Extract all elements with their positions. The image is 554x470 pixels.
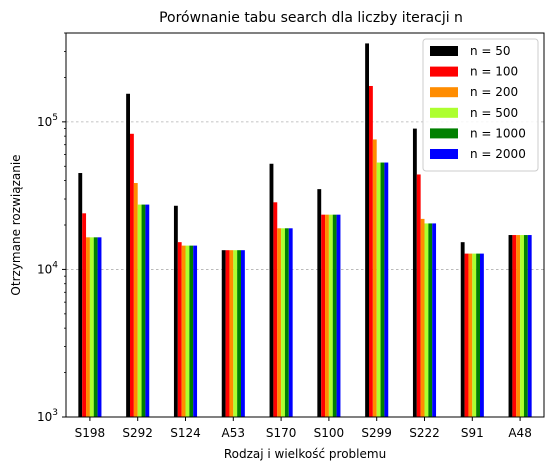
bar [126, 93, 130, 418]
bar [376, 162, 381, 417]
x-tick-label: S222 [409, 426, 440, 440]
bar [336, 214, 341, 417]
bar [460, 242, 465, 417]
y-tick-label: 105 [37, 113, 58, 129]
x-tick-label: S292 [122, 426, 153, 440]
x-tick-label: S170 [266, 426, 297, 440]
y-axis-label: Otrzymane rozwiązanie [9, 154, 23, 295]
bar [221, 250, 226, 417]
bar [229, 250, 234, 417]
x-tick-label: A48 [508, 426, 531, 440]
bar [137, 204, 142, 417]
legend-swatch [430, 66, 458, 77]
bar [97, 237, 102, 417]
y-tick-label-exponent: 3 [52, 408, 58, 418]
x-tick-label: S124 [170, 426, 201, 440]
bar [420, 218, 425, 417]
y-tick-label-base: 10 [37, 115, 52, 129]
bar [185, 245, 190, 417]
legend-label: n = 50 [470, 44, 511, 58]
bar [384, 162, 389, 417]
y-tick-label-base: 10 [37, 410, 52, 424]
chart-title: Porównanie tabu search dla liczby iterac… [159, 10, 463, 26]
bar [480, 253, 484, 417]
bar [512, 235, 517, 417]
bar [177, 242, 182, 417]
y-tick-label-exponent: 4 [52, 260, 58, 270]
bar [321, 214, 326, 417]
bar [277, 228, 282, 417]
y-tick-label-exponent: 5 [52, 113, 58, 123]
bar [476, 253, 480, 417]
bar [225, 250, 230, 417]
bar [78, 173, 83, 417]
bar [141, 204, 146, 417]
bar [241, 250, 245, 417]
legend: n = 50 n = 100 n = 200 n = 500 n = 1000 n = 2… [422, 38, 539, 172]
bar [93, 237, 98, 417]
x-axis: S198 S292 S124 A53 S170 S100 S299 S222 S91 A48 [75, 417, 532, 440]
bar [269, 163, 274, 417]
legend-label: n = 1000 [470, 126, 526, 140]
x-tick-label: S91 [461, 426, 484, 440]
y-tick-label-base: 10 [37, 262, 52, 276]
bars [78, 43, 532, 418]
bar [273, 202, 278, 417]
bar [145, 204, 150, 417]
bar [380, 162, 385, 417]
bar [472, 253, 477, 417]
bar [464, 253, 469, 417]
bar [281, 228, 285, 417]
x-axis-label: Rodzaj i wielkość problemu [224, 447, 386, 461]
bar [428, 223, 433, 417]
bar [89, 237, 94, 417]
bar [527, 235, 532, 417]
bar [432, 223, 437, 417]
bar [233, 250, 238, 417]
bar [133, 183, 138, 417]
x-tick-label: S299 [361, 426, 392, 440]
bar [424, 223, 429, 417]
bar [317, 189, 322, 417]
bar [516, 235, 521, 417]
y-tick-label: 104 [37, 260, 58, 276]
bar [520, 235, 524, 417]
bar [82, 213, 87, 417]
x-tick-label: A53 [222, 426, 245, 440]
legend-label: n = 2000 [470, 147, 526, 161]
bar [468, 253, 473, 417]
bar [372, 139, 377, 417]
x-tick-label: S100 [314, 426, 345, 440]
bar [86, 237, 90, 417]
legend-swatch [430, 107, 458, 118]
bar [332, 214, 337, 417]
bar [193, 245, 198, 417]
legend-swatch [430, 149, 458, 159]
bar [325, 214, 329, 417]
bar [130, 133, 134, 417]
bar [237, 250, 241, 417]
bar [181, 245, 186, 417]
bar [189, 245, 194, 417]
bar [328, 214, 333, 417]
bar [523, 235, 528, 417]
bar [288, 228, 293, 417]
bar [369, 85, 373, 418]
legend-swatch [430, 87, 458, 98]
y-tick-label: 103 [37, 408, 58, 424]
bar [173, 205, 178, 417]
bar [508, 235, 513, 417]
bar [416, 174, 421, 417]
bar [284, 228, 289, 417]
bar [412, 128, 417, 417]
legend-label: n = 200 [470, 85, 518, 99]
legend-label: n = 500 [470, 106, 518, 120]
legend-label: n = 100 [470, 65, 518, 79]
x-tick-label: S198 [75, 426, 106, 440]
legend-swatch [430, 128, 458, 139]
bar [365, 43, 369, 418]
legend-swatch [430, 46, 458, 56]
